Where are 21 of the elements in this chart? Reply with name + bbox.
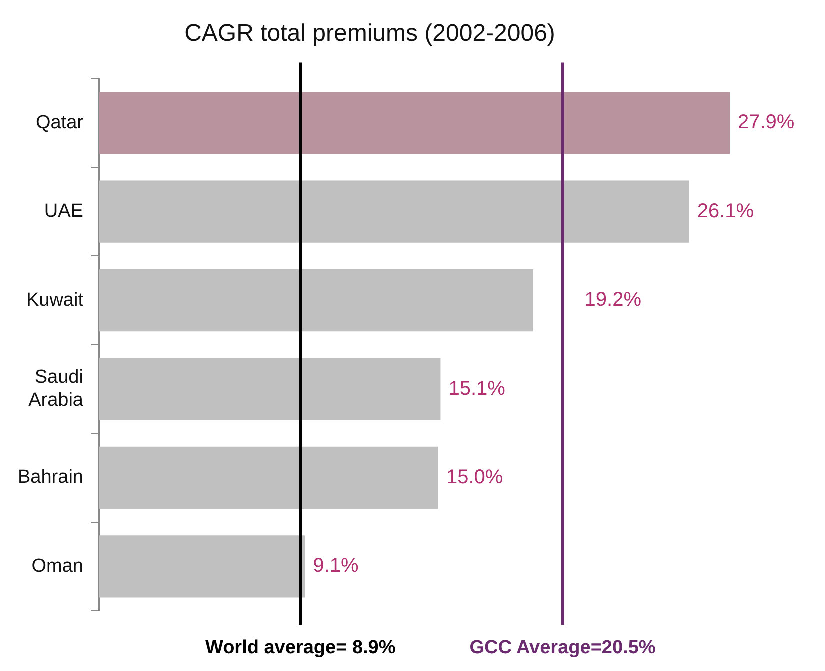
data-label: 19.2% [584,289,642,312]
bar [99,536,306,598]
y-tick-label: Oman [32,556,84,577]
bar [99,92,730,154]
data-label: 26.1% [697,200,754,222]
y-tick-label: Kuwait [26,290,84,311]
data-label: 15.1% [448,378,506,400]
bar [99,358,441,420]
bar [99,180,690,243]
ref-line-label: World average= 8.9% [205,638,396,659]
y-tick-label: UAE [44,201,84,222]
chart-title: CAGR total premiums (2002-2006) [184,20,556,48]
data-label: 9.1% [313,555,359,578]
ref-line-label: GCC Average=20.5% [470,638,656,659]
data-label: 15.0% [446,466,504,488]
bar [99,270,534,332]
y-tick-label: Bahrain [18,467,84,488]
bar [99,446,438,509]
y-tick-label: Qatar [36,112,84,134]
data-label: 27.9% [738,112,795,134]
y-tick-label: Saudi Arabia [28,367,84,411]
